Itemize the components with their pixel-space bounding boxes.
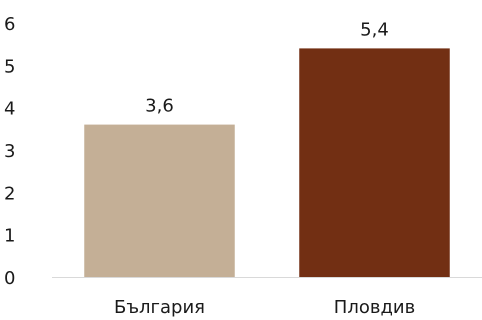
category-labels: България Пловдив	[114, 297, 415, 318]
y-tick-label: 4	[4, 99, 15, 120]
data-label-1: 3,6	[145, 96, 174, 117]
y-axis-ticks: 0 1 2 3 4 5 6	[4, 14, 15, 289]
y-tick-label: 6	[4, 14, 15, 35]
category-label-1: България	[114, 297, 205, 318]
bars	[84, 48, 450, 278]
bar-2	[299, 48, 450, 278]
data-labels: 3,6 5,4	[145, 19, 389, 116]
y-tick-label: 5	[4, 56, 15, 77]
data-label-2: 5,4	[360, 19, 389, 40]
y-tick-label: 3	[4, 141, 15, 162]
category-label-2: Пловдив	[334, 297, 415, 318]
y-tick-label: 1	[4, 226, 15, 247]
bar-1	[84, 124, 235, 277]
y-tick-label: 2	[4, 183, 15, 204]
y-tick-label: 0	[4, 268, 15, 289]
